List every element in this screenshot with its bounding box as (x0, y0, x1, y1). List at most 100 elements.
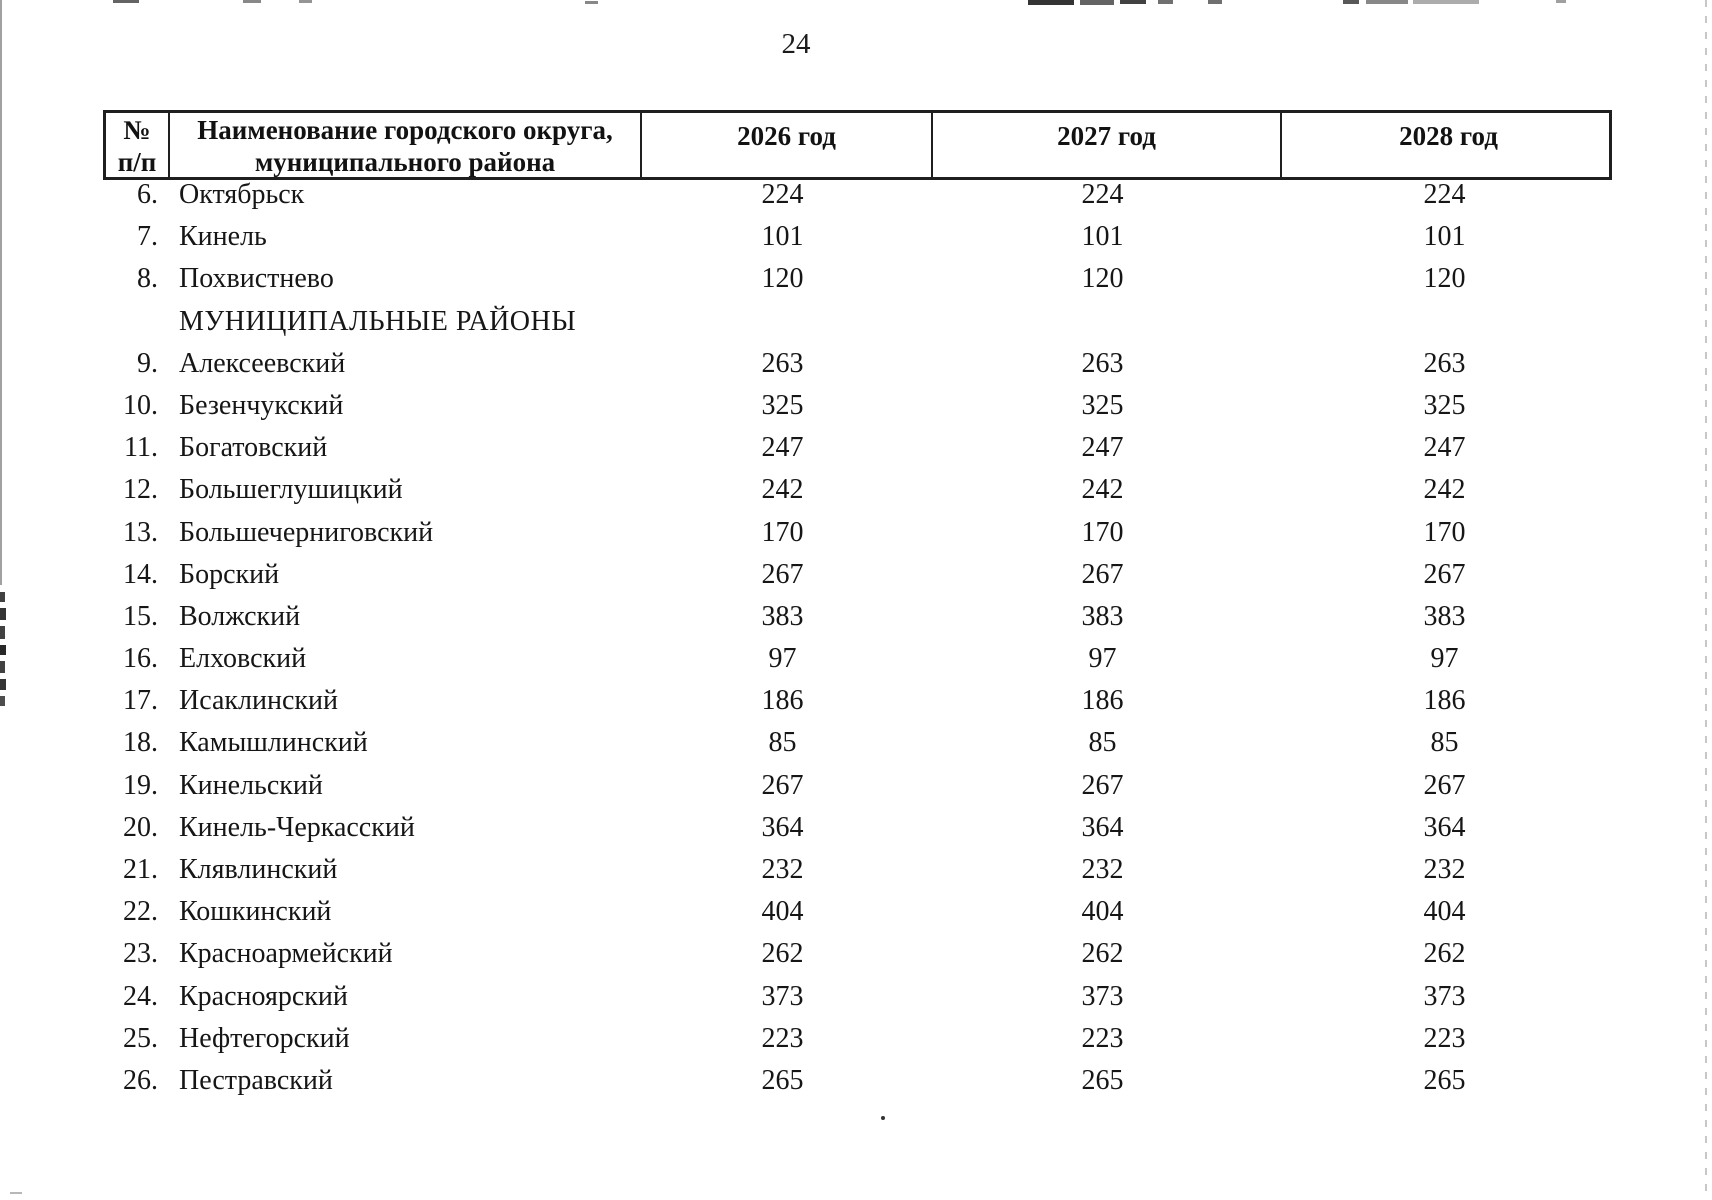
table-row: 24. Красноярский 373 373 373 (103, 976, 1612, 1018)
table-row: 8. Похвистнево 120 120 120 (103, 258, 1612, 300)
table-row: 12. Большеглушицкий 242 242 242 (103, 469, 1612, 511)
row-value-2028: 373 (1423, 980, 1466, 1012)
header-cell-num: № п/п (106, 113, 168, 178)
row-number: 14. (123, 558, 158, 590)
header-num-line1: № (123, 115, 151, 145)
scan-edge-line-left (0, 0, 2, 585)
row-name: Красноармейский (179, 938, 393, 970)
row-number: 21. (123, 854, 158, 885)
row-value-2026: 325 (761, 389, 804, 421)
table-row: 23. Красноармейский 262 262 262 (103, 933, 1612, 975)
scan-speck (113, 0, 139, 3)
scan-speck (585, 1, 598, 4)
row-value-2028: 267 (1423, 769, 1466, 801)
row-value-2028: 265 (1423, 1064, 1466, 1096)
row-value-2026: 404 (761, 896, 804, 928)
scan-speck (0, 696, 5, 706)
row-value-2026: 224 (761, 179, 804, 210)
row-value-2028: 383 (1423, 600, 1466, 632)
table-row: 22. Кошкинский 404 404 404 (103, 891, 1612, 933)
row-value-2028: 404 (1423, 896, 1466, 928)
scan-speck (1028, 0, 1074, 5)
row-value-2028: 85 (1430, 727, 1459, 759)
row-name: Большечерниговский (179, 516, 434, 548)
scan-speck (243, 0, 261, 3)
row-name: Большеглушицкий (179, 474, 403, 506)
scan-speck (1080, 0, 1114, 5)
row-value-2026: 267 (761, 769, 804, 801)
table-row: 26. Пестравский 265 265 265 (103, 1060, 1612, 1102)
row-number: 26. (123, 1064, 158, 1096)
table-row: 20. Кинель-Черкасский 364 364 364 (103, 807, 1612, 849)
row-value-2027: 265 (1081, 1064, 1124, 1096)
table-row: 18. Камышлинский 85 85 85 (103, 722, 1612, 764)
row-value-2028: 247 (1423, 432, 1466, 464)
row-value-2026: 223 (761, 1022, 804, 1054)
row-value-2026: 373 (761, 980, 804, 1012)
table-row: 6. Октябрьск 224 224 224 (103, 174, 1612, 216)
table-row: 10. Безенчукский 325 325 325 (103, 385, 1612, 427)
row-number: 25. (123, 1022, 158, 1054)
row-number: 22. (123, 896, 158, 928)
row-value-2027: 267 (1081, 558, 1124, 590)
row-number: 24. (123, 980, 158, 1012)
row-value-2026: 383 (761, 600, 804, 632)
row-value-2026: 247 (761, 432, 804, 464)
row-value-2028: 242 (1423, 474, 1466, 506)
row-number: 11. (124, 432, 158, 464)
row-value-2028: 223 (1423, 1022, 1466, 1054)
header-cell-2028: 2028 год (1280, 113, 1615, 178)
row-name: Волжский (179, 600, 301, 632)
row-value-2028: 364 (1423, 811, 1466, 843)
row-value-2026: 85 (768, 727, 797, 759)
row-name: Елховский (179, 643, 307, 675)
row-value-2027: 383 (1081, 600, 1124, 632)
table-row: 11. Богатовский 247 247 247 (103, 427, 1612, 469)
row-value-2027: 404 (1081, 896, 1124, 928)
table-section-row: МУНИЦИПАЛЬНЫЕ РАЙОНЫ (103, 301, 1612, 343)
header-cell-name: Наименование городского округа, муниципа… (168, 113, 640, 178)
row-value-2027: 247 (1081, 432, 1124, 464)
row-name: Октябрьск (179, 179, 305, 210)
row-number: 23. (123, 938, 158, 970)
row-value-2028: 232 (1423, 854, 1466, 885)
scan-speck (0, 608, 6, 620)
row-value-2027: 232 (1081, 854, 1124, 885)
page-number: 24 (781, 28, 811, 60)
row-value-2027: 120 (1081, 263, 1124, 295)
row-value-2026: 101 (761, 221, 804, 253)
row-value-2028: 186 (1423, 685, 1466, 717)
row-value-2027: 263 (1081, 347, 1124, 379)
header-cell-2027: 2027 год (931, 113, 1280, 178)
row-number: 18. (123, 727, 158, 759)
row-name: Кинель (179, 221, 267, 253)
scan-speck (1366, 0, 1408, 4)
row-name: Клявлинский (179, 854, 338, 885)
scan-speck (0, 679, 6, 690)
scan-speck (0, 661, 5, 673)
table-row: 14. Борский 267 267 267 (103, 554, 1612, 596)
scan-speck (10, 1192, 22, 1194)
section-title: МУНИЦИПАЛЬНЫЕ РАЙОНЫ (179, 305, 577, 337)
scan-speck (1343, 0, 1359, 4)
scan-speck (0, 592, 5, 602)
scan-edge-line-right (1705, 0, 1707, 1200)
header-cell-2026: 2026 год (640, 113, 931, 178)
row-name: Богатовский (179, 432, 328, 464)
row-value-2026: 232 (761, 854, 804, 885)
row-value-2027: 325 (1081, 389, 1124, 421)
row-number: 16. (123, 643, 158, 675)
row-number: 6. (137, 179, 158, 210)
row-name: Похвистнево (179, 263, 334, 295)
row-number: 15. (123, 600, 158, 632)
header-name-line1: Наименование городского округа, (197, 115, 613, 145)
row-value-2028: 120 (1423, 263, 1466, 295)
row-value-2028: 101 (1423, 221, 1466, 253)
row-value-2028: 267 (1423, 558, 1466, 590)
row-value-2028: 224 (1423, 179, 1466, 210)
row-value-2027: 101 (1081, 221, 1124, 253)
scan-dot (881, 1116, 885, 1120)
row-value-2028: 97 (1430, 643, 1459, 675)
header-name-line2: муниципального района (254, 147, 556, 177)
